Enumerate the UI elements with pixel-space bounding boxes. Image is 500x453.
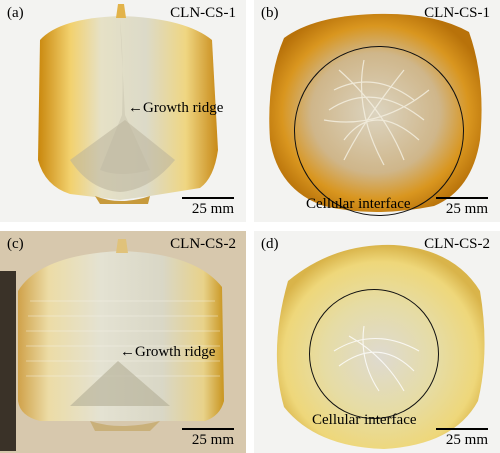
panel-c-scale-bar: [182, 428, 234, 430]
panel-b-interface-circle: [294, 46, 464, 216]
panel-d-interface-circle: [309, 289, 439, 419]
crystal-a-image: [38, 4, 218, 204]
panel-d-label: (d): [261, 236, 279, 252]
panel-a-scale-label: 25 mm: [191, 201, 234, 217]
panel-c: (c) CLN-CS-2 ←Growth ridge 25 mm: [0, 231, 246, 453]
panel-c-sample-name: CLN-CS-2: [170, 236, 236, 252]
panel-a-label: (a): [7, 5, 24, 21]
panel-b-scale-label: 25 mm: [445, 201, 488, 217]
panel-b: (b) CLN-CS-1 Cellular interface 25 mm: [254, 0, 500, 222]
panel-c-label: (c): [7, 236, 24, 252]
panel-b-annotation: Cellular interface: [306, 196, 411, 212]
panel-d-sample-name: CLN-CS-2: [424, 236, 490, 252]
panel-b-label: (b): [261, 5, 279, 21]
panel-d: (d) CLN-CS-2 Cellular interface 25 mm: [254, 231, 500, 453]
arrow-left-icon: ←: [128, 100, 143, 116]
panel-a-sample-name: CLN-CS-1: [170, 5, 236, 21]
panel-b-sample-name: CLN-CS-1: [424, 5, 490, 21]
panel-d-scale-bar: [436, 428, 488, 430]
panel-a: (a) CLN-CS-1 ←Growth ridge 25 mm: [0, 0, 246, 222]
panel-a-annotation: ←Growth ridge: [128, 100, 224, 116]
panel-a-scale-bar: [182, 197, 234, 199]
panel-d-scale-label: 25 mm: [445, 432, 488, 448]
panel-d-annotation: Cellular interface: [312, 412, 417, 428]
panel-b-scale-bar: [436, 197, 488, 199]
panel-c-annotation: ←Growth ridge: [120, 344, 216, 360]
arrow-left-icon: ←: [120, 344, 135, 360]
crystal-c-image: [0, 239, 224, 451]
panel-c-scale-label: 25 mm: [191, 432, 234, 448]
